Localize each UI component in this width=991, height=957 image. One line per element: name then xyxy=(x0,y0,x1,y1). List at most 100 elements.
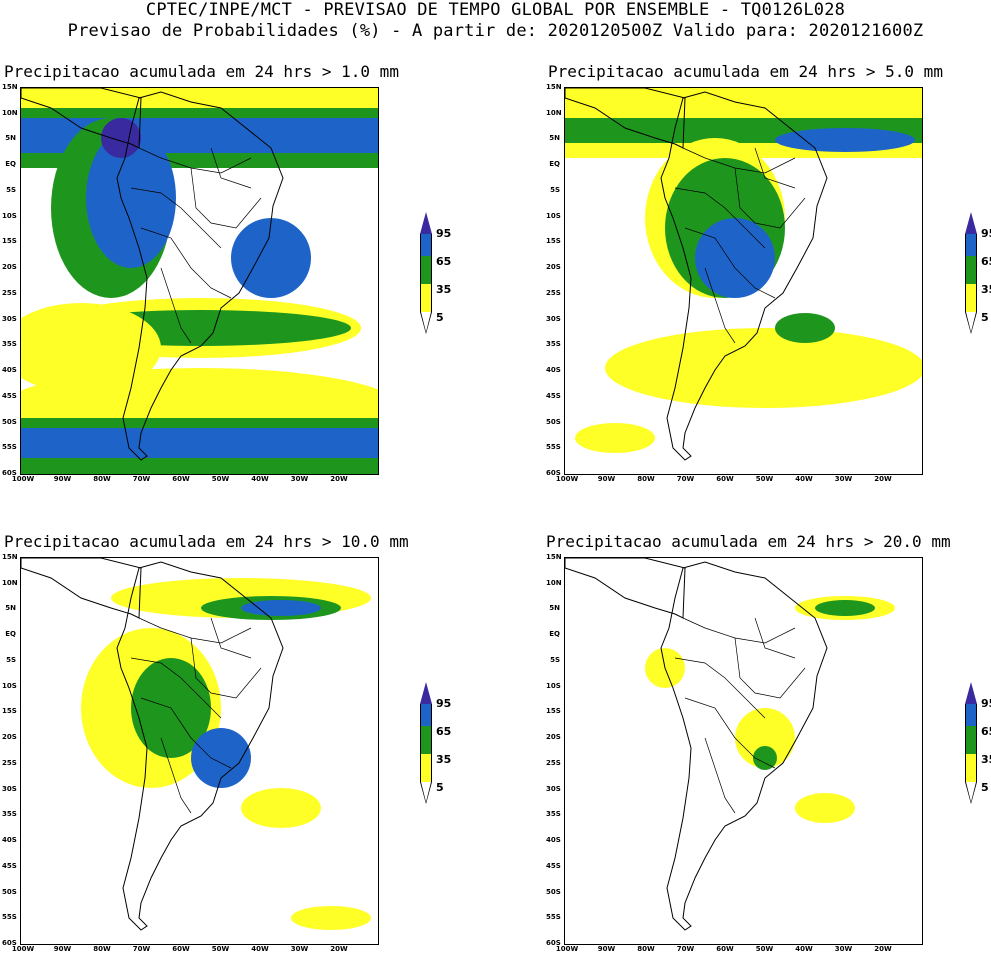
colorbar-label-65: 65 xyxy=(436,255,452,268)
country-border xyxy=(704,267,736,344)
map-svg xyxy=(565,558,895,931)
lat-tick-label: EQ xyxy=(549,160,560,169)
lon-tick-label: 70W xyxy=(676,945,695,953)
map-panel-3 xyxy=(20,557,379,945)
lat-tick-label: 25S xyxy=(546,758,561,767)
lon-tick-label: 50W xyxy=(755,945,774,953)
colorbar-top-arrow xyxy=(420,682,432,704)
lat-tick-label: 50S xyxy=(2,887,17,896)
map-panel-4 xyxy=(564,557,923,945)
lat-tick-label: 30S xyxy=(546,784,561,793)
country-border xyxy=(674,187,766,249)
lat-tick-label: 55S xyxy=(546,443,561,452)
country-border xyxy=(754,147,796,189)
lat-tick-label: 10N xyxy=(546,108,562,117)
central-america-outline xyxy=(565,88,686,149)
lon-tick-label: 100W xyxy=(11,475,35,483)
colorbar-label-35: 35 xyxy=(981,283,991,296)
lon-tick-label: 30W xyxy=(834,945,853,953)
colorbar-segment xyxy=(965,704,977,726)
colorbar-label-95: 95 xyxy=(436,697,452,710)
country-border xyxy=(210,147,252,189)
lat-tick-label: 40S xyxy=(546,366,561,375)
colorbar-bottom-fill xyxy=(966,312,976,332)
colorbar-segment xyxy=(420,256,432,284)
country-border xyxy=(190,167,262,229)
lon-tick-label: 80W xyxy=(93,945,111,953)
lat-tick-label: 60S xyxy=(2,939,17,947)
lat-tick-label: 5N xyxy=(5,134,16,143)
lat-tick-label: 15N xyxy=(2,83,18,91)
prob-area xyxy=(775,313,835,343)
figure-header: CPTEC/INPE/MCT - PREVISAO DE TEMPO GLOBA… xyxy=(0,0,991,42)
map-svg xyxy=(21,88,378,474)
lat-tick-label: 25S xyxy=(2,758,17,767)
country-border xyxy=(734,637,806,699)
lat-tick-label: 10N xyxy=(2,108,18,117)
lat-tick-label: 15N xyxy=(546,83,562,91)
colorbar-bottom-fill xyxy=(421,312,431,332)
lat-tick-label: 15S xyxy=(2,707,17,716)
lat-tick-label: 10S xyxy=(546,211,561,220)
lon-tick-label: 40W xyxy=(795,945,813,953)
lat-tick-label: 45S xyxy=(546,391,561,400)
lat-tick-label: 35S xyxy=(2,810,17,819)
colorbar-label-5: 5 xyxy=(981,781,989,794)
colorbar-label-5: 5 xyxy=(436,311,444,324)
prob-area xyxy=(695,218,775,298)
panel-title-1: Precipitacao acumulada em 24 hrs > 1.0 m… xyxy=(4,62,399,81)
colorbar-label-5: 5 xyxy=(981,311,989,324)
lon-tick-label: 20W xyxy=(330,945,348,953)
lat-tick-label: EQ xyxy=(549,630,560,639)
colorbar-segment xyxy=(420,234,432,256)
country-border xyxy=(140,697,232,769)
prob-area xyxy=(575,423,655,453)
lat-tick-label: 25S xyxy=(546,288,561,297)
lon-tick-label: 20W xyxy=(874,945,892,953)
lat-tick-label: 5S xyxy=(6,655,16,664)
lon-tick-label: 40W xyxy=(795,475,813,483)
colorbar-segment xyxy=(965,754,977,782)
lon-tick-label: 100W xyxy=(555,945,579,953)
lat-tick-label: 60S xyxy=(546,939,561,947)
lat-tick-label: 60S xyxy=(546,469,561,477)
colorbar-label-95: 95 xyxy=(981,227,991,240)
lon-tick-label: 30W xyxy=(834,475,853,483)
lat-tick-label: 5N xyxy=(549,604,560,613)
colorbar-label-35: 35 xyxy=(436,753,452,766)
lat-tick-label: 10S xyxy=(2,211,17,220)
prob-area xyxy=(231,218,311,298)
lat-tick-label: 5S xyxy=(550,655,560,664)
colorbar: 95 65 35 5 xyxy=(965,212,991,352)
colorbar-segment xyxy=(420,704,432,726)
prob-area xyxy=(191,728,251,788)
lon-tick-label: 80W xyxy=(93,475,111,483)
lat-tick-label: 15N xyxy=(546,553,562,561)
colorbar-top-arrow xyxy=(420,212,432,234)
continent-outline xyxy=(660,91,828,461)
lat-tick-label: 40S xyxy=(546,836,561,845)
prob-area xyxy=(795,793,855,823)
lon-tick-label: 100W xyxy=(11,945,35,953)
lat-tick-label: 10S xyxy=(546,681,561,690)
continent-outline xyxy=(116,91,284,461)
lat-tick-label: 30S xyxy=(546,314,561,323)
colorbar-label-65: 65 xyxy=(981,725,991,738)
lon-tick-label: 50W xyxy=(211,945,230,953)
central-america-outline xyxy=(21,558,142,619)
prob-area xyxy=(241,788,321,828)
lat-tick-label: EQ xyxy=(5,160,16,169)
header-line-1: CPTEC/INPE/MCT - PREVISAO DE TEMPO GLOBA… xyxy=(145,0,846,20)
lat-tick-label: 30S xyxy=(2,784,17,793)
continent-outline xyxy=(660,561,828,931)
lon-tick-label: 50W xyxy=(211,475,230,483)
lon-tick-label: 40W xyxy=(251,475,269,483)
lon-tick-label: 100W xyxy=(555,475,579,483)
lat-tick-label: 10S xyxy=(2,681,17,690)
continent-outline xyxy=(116,561,284,931)
lon-tick-label: 90W xyxy=(597,475,616,483)
lat-tick-label: 45S xyxy=(2,391,17,400)
lat-tick-label: 50S xyxy=(546,887,561,896)
country-border xyxy=(130,187,222,249)
lat-tick-label: 50S xyxy=(546,417,561,426)
